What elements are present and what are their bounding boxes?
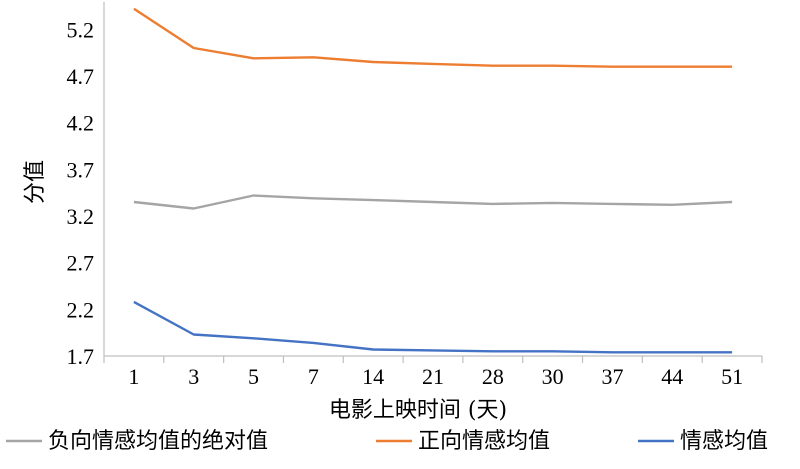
axes	[103, 2, 763, 363]
series-line-0	[133, 194, 733, 210]
legend-label-2: 情感均值	[680, 429, 768, 454]
y-tick-label: 3.7	[67, 157, 95, 182]
x-tick-label: 28	[482, 364, 504, 389]
series-line-2	[133, 300, 733, 354]
y-tick-label: 4.7	[67, 64, 95, 89]
x-tick-label: 21	[422, 364, 444, 389]
x-tick-label: 44	[661, 364, 683, 389]
y-axis-title: 分值	[23, 160, 48, 204]
x-tick-label: 1	[128, 364, 139, 389]
x-tick-labels: 1 3 5 7 14 21 28 30 37 44 51	[128, 364, 743, 389]
x-tick-label: 14	[362, 364, 384, 389]
y-tick-label: 3.2	[67, 204, 95, 229]
x-axis-title: 电影上映时间 (天)	[329, 398, 507, 423]
legend-label-1: 正向情感均值	[418, 429, 550, 454]
legend-label-0: 负向情感均值的绝对值	[48, 429, 268, 454]
x-tick-label: 51	[721, 364, 743, 389]
series-line-1	[133, 7, 733, 68]
x-tick-label: 37	[601, 364, 623, 389]
legend: 负向情感均值的绝对值 正向情感均值 情感均值	[6, 429, 768, 454]
y-tick-labels: 1.7 2.2 2.7 3.2 3.7 4.2 4.7 5.2	[67, 17, 95, 369]
y-tick-label: 2.7	[67, 251, 95, 276]
y-tick-label: 4.2	[67, 111, 95, 136]
y-tick-label: 5.2	[67, 17, 95, 42]
y-tick-label: 2.2	[67, 297, 95, 322]
y-tick-label: 1.7	[67, 344, 95, 369]
x-tick-label: 3	[188, 364, 199, 389]
x-tick-label: 7	[308, 364, 319, 389]
x-tick-label: 5	[248, 364, 259, 389]
series-lines	[133, 7, 733, 354]
x-tick-label: 30	[542, 364, 564, 389]
